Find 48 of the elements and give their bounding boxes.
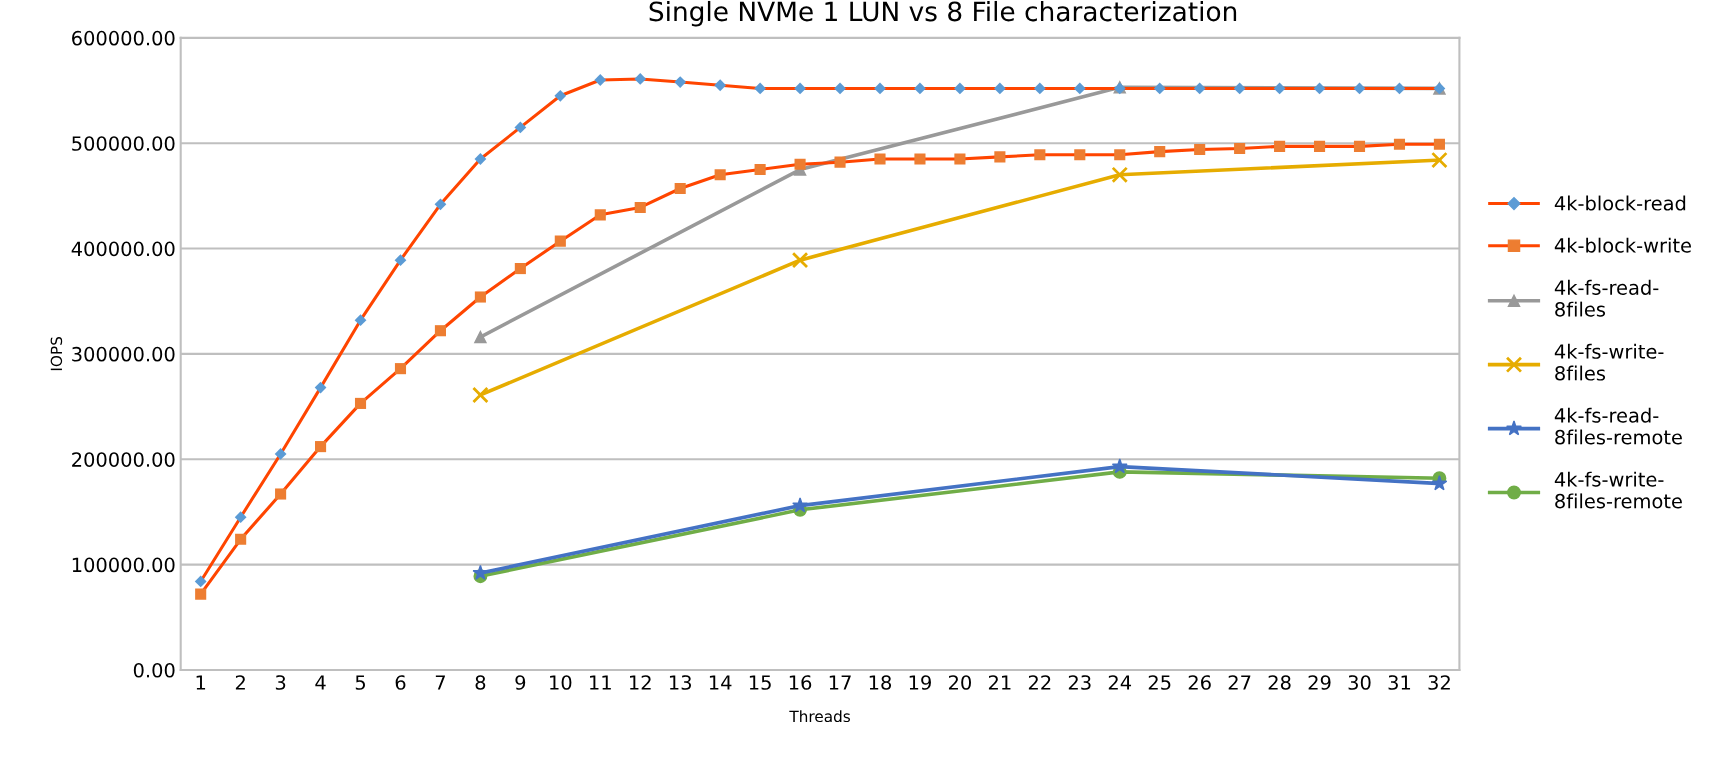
y-tick-label: 500000.00 bbox=[72, 136, 175, 151]
legend-label: 4k-fs-write- 8files bbox=[1554, 343, 1664, 381]
x-tick-label: 14 bbox=[709, 675, 732, 690]
y-tick-label: 100000.00 bbox=[72, 557, 175, 573]
x-tick-label: 5 bbox=[355, 675, 366, 690]
x-tick-label: 20 bbox=[948, 675, 971, 690]
x-tick-label: 23 bbox=[1068, 675, 1091, 690]
x-tick-label: 2 bbox=[235, 675, 245, 690]
x-tick-label: 19 bbox=[909, 675, 931, 690]
x-tick-label: 27 bbox=[1228, 675, 1251, 690]
y-tick-label: 200000.00 bbox=[72, 452, 175, 467]
x-tick-label: 9 bbox=[515, 675, 526, 690]
x-tick-label: 18 bbox=[869, 675, 892, 690]
x-tick-label: 12 bbox=[630, 675, 651, 690]
x-tick-label: 4 bbox=[315, 675, 326, 690]
x-tick-label: 7 bbox=[435, 675, 445, 690]
x-tick-label: 28 bbox=[1268, 675, 1291, 690]
y-tick-label: 400000.00 bbox=[71, 241, 175, 257]
y-tick-label: 300000.00 bbox=[72, 346, 175, 362]
x-tick-label: 11 bbox=[590, 675, 611, 690]
legend-label: 4k-block-write bbox=[1554, 237, 1691, 253]
x-tick-label: 17 bbox=[829, 675, 851, 690]
x-tick-label: 8 bbox=[475, 675, 486, 690]
x-tick-label: 3 bbox=[275, 675, 286, 690]
x-tick-label: 31 bbox=[1388, 675, 1411, 690]
x-tick-label: 29 bbox=[1308, 675, 1331, 690]
legend-label: 4k-fs-read- 8files bbox=[1554, 279, 1659, 317]
chart-title: Single NVMe 1 LUN vs 8 File characterization bbox=[649, 0, 1237, 27]
x-tick-label: 21 bbox=[988, 675, 1011, 690]
x-axis-title: Threads bbox=[789, 710, 850, 723]
legend-label: 4k-fs-write- 8files-remote bbox=[1554, 471, 1682, 509]
y-tick-label: 600000.00 bbox=[72, 30, 175, 46]
x-tick-label: 15 bbox=[749, 675, 771, 690]
x-tick-label: 10 bbox=[550, 675, 572, 690]
x-tick-label: 24 bbox=[1108, 675, 1132, 690]
x-tick-label: 1 bbox=[196, 675, 206, 690]
legend-label: 4k-block-read bbox=[1554, 195, 1686, 211]
y-axis-title: IOPS bbox=[50, 337, 63, 371]
x-tick-label: 26 bbox=[1188, 675, 1211, 690]
x-tick-label: 6 bbox=[395, 675, 406, 690]
y-tick-label: 0.00 bbox=[133, 662, 175, 678]
x-tick-label: 32 bbox=[1428, 675, 1450, 690]
x-tick-label: 25 bbox=[1148, 675, 1171, 690]
x-tick-label: 30 bbox=[1348, 675, 1371, 690]
x-tick-label: 16 bbox=[789, 675, 812, 690]
x-tick-label: 22 bbox=[1028, 675, 1051, 690]
legend-label: 4k-fs-read- 8files-remote bbox=[1554, 407, 1682, 445]
x-tick-label: 13 bbox=[669, 675, 692, 690]
